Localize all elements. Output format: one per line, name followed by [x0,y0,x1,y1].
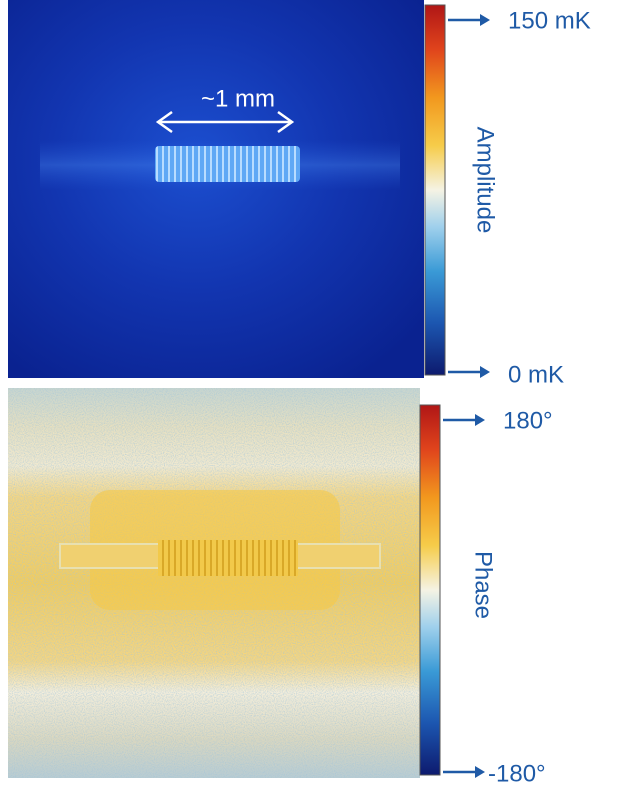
arrow-head [475,414,485,426]
arrow-head [480,366,490,378]
bottom-label: -180° [488,760,546,787]
device-heater [155,146,300,182]
phase-panel: 180° -180° Phase [8,388,553,787]
arrow-head [475,766,485,778]
phase-heater [158,540,298,576]
arrow-head [480,14,490,26]
figure: ~1 mm 150 mK 0 mK Amplitude 180° -180° P… [0,0,621,787]
axis-label: Amplitude [472,127,499,234]
axis-label: Phase [470,551,497,619]
colorbar [420,405,440,775]
bottom-label: 0 mK [508,361,564,388]
top-label: 150 mK [508,7,591,34]
amplitude-panel: ~1 mm 150 mK 0 mK Amplitude [8,0,591,388]
scale-label: ~1 mm [201,85,275,112]
top-label: 180° [503,407,553,434]
colorbar [425,5,445,375]
